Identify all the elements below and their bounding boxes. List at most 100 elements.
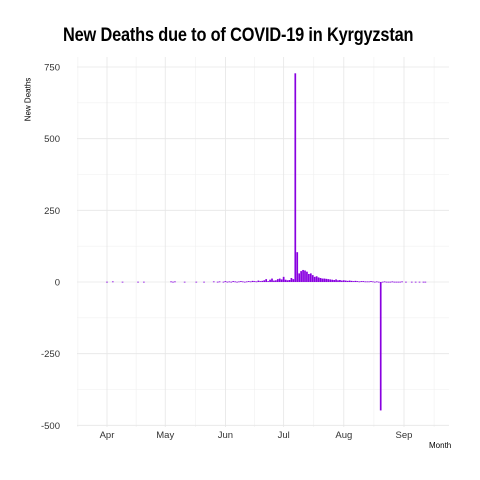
bar xyxy=(323,278,326,282)
bar xyxy=(360,281,363,282)
bar xyxy=(230,281,233,283)
bar xyxy=(222,281,225,283)
bar xyxy=(424,281,427,283)
bar xyxy=(288,279,291,282)
bar xyxy=(286,280,289,282)
y-tick-label: -500 xyxy=(41,421,60,432)
bar xyxy=(292,279,295,282)
bar xyxy=(228,281,231,283)
bar xyxy=(379,282,382,411)
x-tick-label: May xyxy=(156,430,174,441)
y-tick-label: -250 xyxy=(41,349,60,360)
bar xyxy=(401,281,403,283)
bar xyxy=(368,281,370,283)
bar xyxy=(106,281,108,283)
bar xyxy=(372,281,374,283)
bar xyxy=(226,281,229,283)
bar xyxy=(348,280,351,282)
bar xyxy=(294,73,297,282)
bar xyxy=(300,271,302,282)
bar xyxy=(273,280,275,282)
bar xyxy=(236,281,238,283)
x-tick-label: Aug xyxy=(335,430,352,441)
bar xyxy=(275,280,277,282)
bar xyxy=(265,279,268,282)
bar xyxy=(306,271,308,282)
bar xyxy=(263,280,266,282)
bar xyxy=(245,281,248,283)
bar xyxy=(393,281,396,283)
bar xyxy=(253,281,256,282)
bar xyxy=(243,281,246,283)
bar xyxy=(405,281,407,283)
bar xyxy=(255,281,258,283)
bar xyxy=(298,273,301,282)
bar xyxy=(247,281,250,282)
bar xyxy=(234,281,236,283)
bar xyxy=(302,269,304,282)
bar xyxy=(391,281,394,283)
bar xyxy=(375,281,378,283)
bar xyxy=(331,279,334,282)
bar xyxy=(422,281,425,283)
bar xyxy=(399,281,401,283)
bar xyxy=(309,273,312,282)
major-gridlines xyxy=(77,57,449,427)
bar xyxy=(410,281,413,283)
bar xyxy=(195,281,198,283)
bar xyxy=(240,281,242,282)
bar xyxy=(397,281,400,283)
bar xyxy=(333,279,335,282)
y-tick-labels: 750 500 250 0 -250 -500 xyxy=(41,63,60,432)
bar xyxy=(172,281,174,283)
bar xyxy=(143,281,145,283)
bar xyxy=(238,281,240,283)
bar xyxy=(313,276,316,282)
bar xyxy=(377,281,380,283)
bar xyxy=(319,277,322,282)
x-axis-label: Month xyxy=(429,441,452,450)
minor-gridlines xyxy=(77,57,449,427)
bar xyxy=(418,281,421,283)
bar xyxy=(224,281,227,282)
bar xyxy=(257,280,260,282)
bar xyxy=(321,278,324,282)
bar xyxy=(251,280,254,282)
bar xyxy=(364,281,367,283)
bar xyxy=(354,280,357,282)
bar xyxy=(350,280,353,282)
bar xyxy=(203,281,205,283)
bar xyxy=(282,276,285,282)
bar xyxy=(344,280,347,282)
bar xyxy=(276,279,279,282)
bar xyxy=(395,281,398,283)
y-tick-label: 0 xyxy=(55,278,60,289)
bar xyxy=(315,276,318,282)
bar xyxy=(308,273,310,282)
x-tick-label: Jun xyxy=(218,430,233,441)
bar xyxy=(352,281,355,282)
y-tick-label: 750 xyxy=(44,63,60,74)
bar xyxy=(381,281,384,283)
bar xyxy=(216,281,219,283)
bar xyxy=(362,281,365,282)
bar xyxy=(383,281,386,283)
bar xyxy=(385,281,388,283)
bar xyxy=(387,281,390,283)
bar xyxy=(342,280,345,282)
x-tick-labels: Apr May Jun Jul Aug Sep xyxy=(100,430,413,441)
bar xyxy=(327,279,330,282)
bar xyxy=(278,278,281,282)
y-tick-label: 500 xyxy=(44,134,60,145)
bar xyxy=(304,270,306,282)
bar xyxy=(358,281,361,283)
bar xyxy=(259,281,262,282)
bar xyxy=(174,281,176,283)
bar xyxy=(267,281,269,282)
x-tick-label: Sep xyxy=(396,430,413,441)
bar xyxy=(269,279,271,282)
bar xyxy=(366,281,368,283)
y-tick-label: 250 xyxy=(44,206,60,217)
bar xyxy=(325,278,328,282)
